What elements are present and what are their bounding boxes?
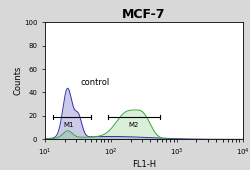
Text: M2: M2 (128, 122, 139, 128)
Title: MCF-7: MCF-7 (122, 8, 166, 21)
Y-axis label: Counts: Counts (14, 66, 22, 95)
Text: M1: M1 (64, 122, 74, 128)
Text: control: control (81, 78, 110, 87)
X-axis label: FL1-H: FL1-H (132, 160, 156, 169)
